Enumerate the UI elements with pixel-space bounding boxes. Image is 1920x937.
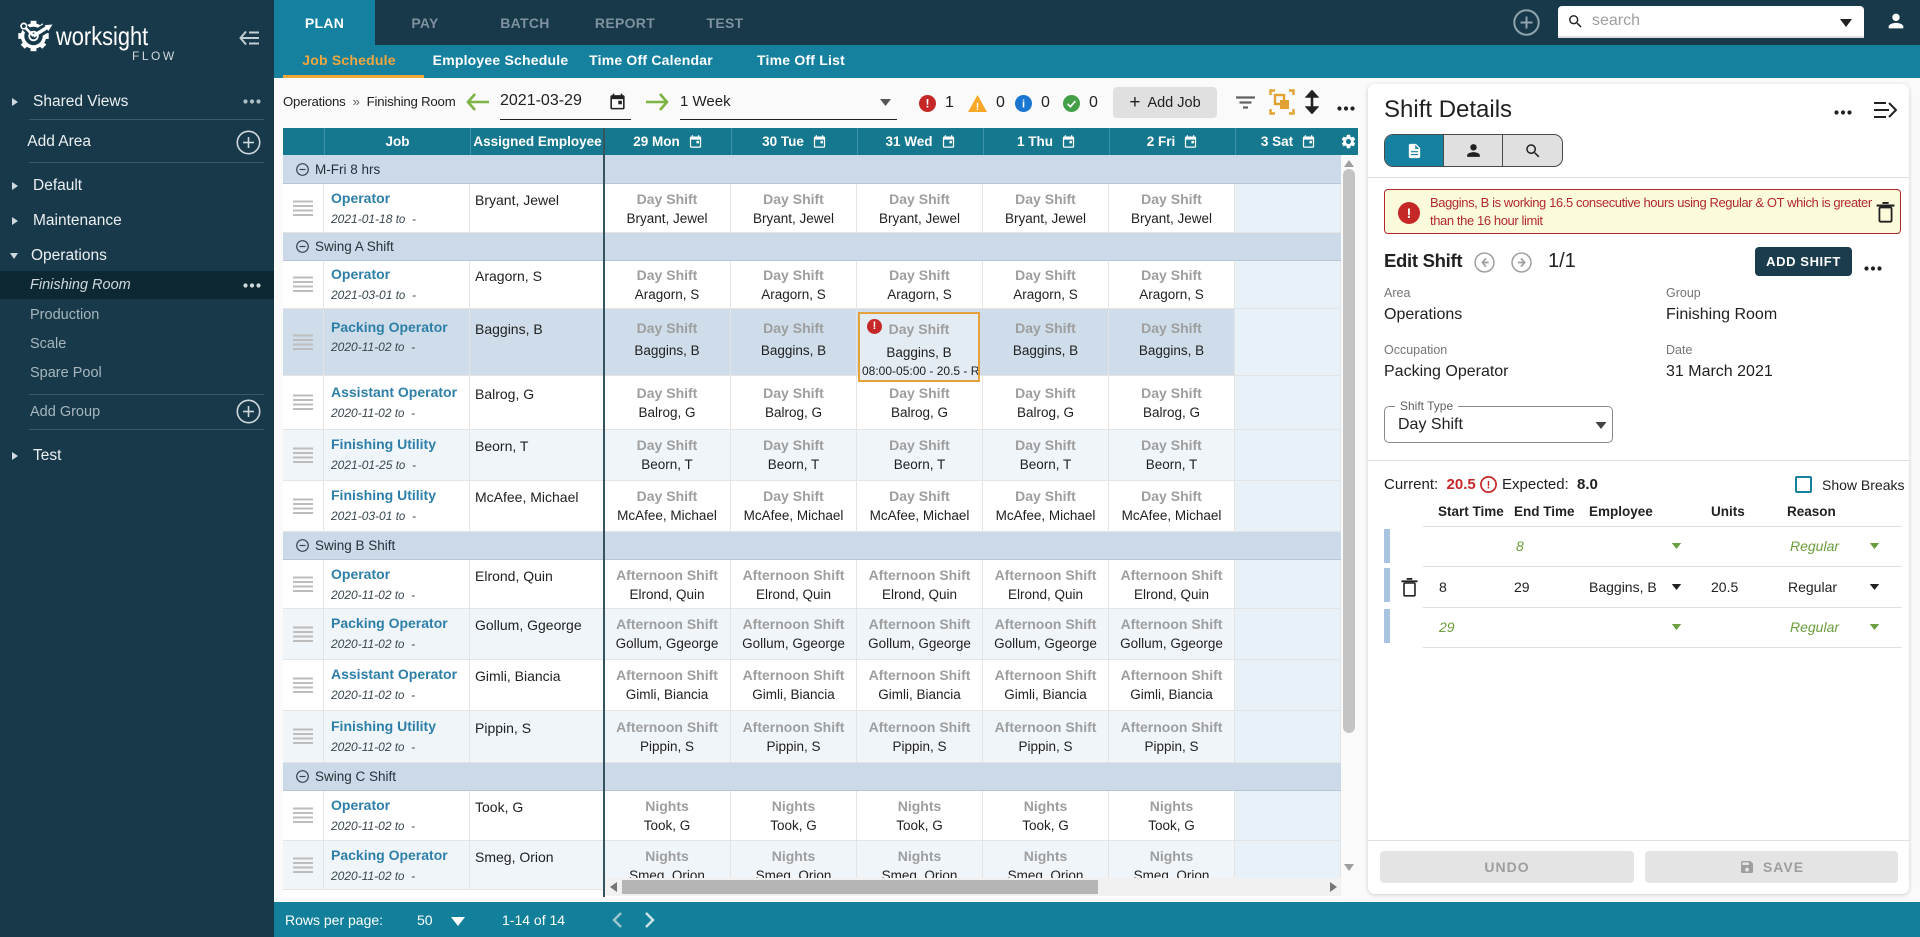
- svg-text:!: !: [976, 100, 980, 111]
- svg-text:!: !: [1407, 205, 1412, 221]
- svg-text:!: !: [926, 96, 930, 110]
- svg-text:!: !: [1487, 480, 1491, 492]
- svg-text:i: i: [1022, 98, 1025, 110]
